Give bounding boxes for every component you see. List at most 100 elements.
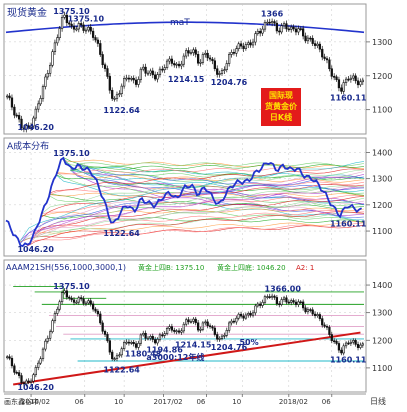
time-axis-ticks: 2016/02 06 10 2017/02 06 10 2018/02 06 — [21, 394, 333, 406]
candle-body — [127, 341, 131, 344]
candle-body — [335, 76, 338, 80]
candle-body — [185, 50, 188, 57]
candle-body — [139, 68, 142, 80]
candle-body — [142, 66, 145, 70]
stamp-line-2: 货黄金价 — [264, 101, 298, 111]
candle-body — [256, 303, 259, 307]
candle-body — [68, 296, 71, 299]
candle-body — [168, 326, 171, 329]
candle-body — [187, 50, 190, 54]
candle-body — [99, 43, 102, 55]
candle-body — [108, 76, 111, 91]
candle-body — [340, 87, 343, 92]
candle-body — [182, 55, 185, 65]
candle-body — [20, 118, 23, 129]
candle-body — [270, 295, 274, 298]
candle-body — [142, 332, 145, 336]
candle-body — [247, 42, 250, 45]
cost-price-line — [5, 156, 363, 248]
p1-price-label: 1122.64 — [103, 106, 140, 115]
candle-body — [316, 43, 319, 46]
candle-body — [333, 76, 336, 78]
candle-body — [94, 37, 97, 41]
cost-fan-line — [48, 193, 365, 210]
stamp-box — [261, 88, 301, 126]
candle-body — [321, 48, 324, 58]
candle-body — [39, 98, 42, 105]
candle-body — [230, 51, 233, 55]
candle-body — [77, 297, 80, 303]
candle-body — [261, 28, 264, 34]
candle-body — [154, 339, 157, 344]
candle-body — [213, 60, 216, 70]
candle-body — [103, 330, 107, 335]
candle-body — [309, 309, 312, 311]
candle-body — [273, 21, 276, 24]
candle-body — [273, 295, 276, 298]
candle-body — [146, 72, 150, 75]
candle-body — [134, 79, 138, 85]
candle-body — [82, 298, 85, 304]
candle-body — [342, 82, 345, 92]
candle-body — [156, 74, 159, 80]
p1-price-label: 1160.11 — [330, 93, 367, 102]
candle-body — [149, 70, 152, 74]
candle-body — [111, 89, 114, 99]
candle-body — [161, 68, 164, 71]
candle-body — [361, 343, 364, 346]
candle-body — [8, 95, 11, 99]
candle-body — [292, 300, 295, 303]
candle-body — [44, 340, 47, 350]
candle-body — [56, 308, 59, 314]
candle-body — [225, 63, 228, 70]
candle-body — [280, 299, 283, 305]
pane1-frame — [3, 3, 367, 135]
candle-body — [113, 358, 116, 360]
candle-body — [225, 329, 228, 336]
candle-body — [352, 75, 355, 79]
candle-body — [251, 312, 255, 316]
cost-fan-line — [63, 159, 365, 169]
candle-body — [175, 63, 178, 66]
candle-body — [237, 43, 240, 49]
candle-body — [17, 115, 21, 120]
candle-body — [282, 297, 286, 300]
candle-body — [53, 42, 57, 52]
p1-price-label: 1204.76 — [211, 78, 248, 87]
cost-fan-line — [27, 211, 365, 247]
candle-body — [268, 296, 271, 298]
candle-body — [149, 336, 152, 339]
pane3-legend-item: 黄金上四: — [217, 263, 247, 272]
p1-tick-label: 1200 — [372, 72, 392, 81]
candle-body — [87, 300, 90, 304]
p3-price-label: 1375.10 — [53, 282, 90, 291]
candle-body — [204, 52, 207, 55]
footer-left-label: 画东鑫谷中 — [4, 397, 39, 406]
candle-body — [211, 58, 214, 62]
candle-body — [349, 77, 353, 80]
candle-body — [318, 314, 321, 319]
candle-body — [323, 56, 326, 59]
pane2-frame — [3, 137, 367, 257]
pane3-legend-item: B: 1375.10 — [166, 264, 204, 272]
p2-tick-label: 1200 — [372, 201, 392, 210]
candle-body — [266, 296, 269, 298]
candle-body — [139, 334, 142, 344]
candle-body — [218, 73, 221, 75]
candle-body — [84, 29, 88, 32]
time-tick-label: 2018/02 — [279, 398, 308, 406]
candle-body — [337, 79, 341, 89]
cost-fan-line — [55, 171, 365, 207]
candle-body — [340, 349, 343, 354]
candle-body — [63, 14, 66, 18]
candle-body — [259, 30, 262, 34]
cost-fan-line — [20, 200, 365, 244]
candle-body — [173, 329, 176, 332]
candle-body — [58, 28, 61, 38]
candle-body — [113, 98, 116, 100]
time-tick-label: 10 — [232, 398, 241, 406]
candle-body — [77, 23, 80, 30]
time-tick-label: 10 — [114, 398, 123, 406]
candle-body — [266, 21, 269, 24]
candle-body — [302, 301, 305, 309]
